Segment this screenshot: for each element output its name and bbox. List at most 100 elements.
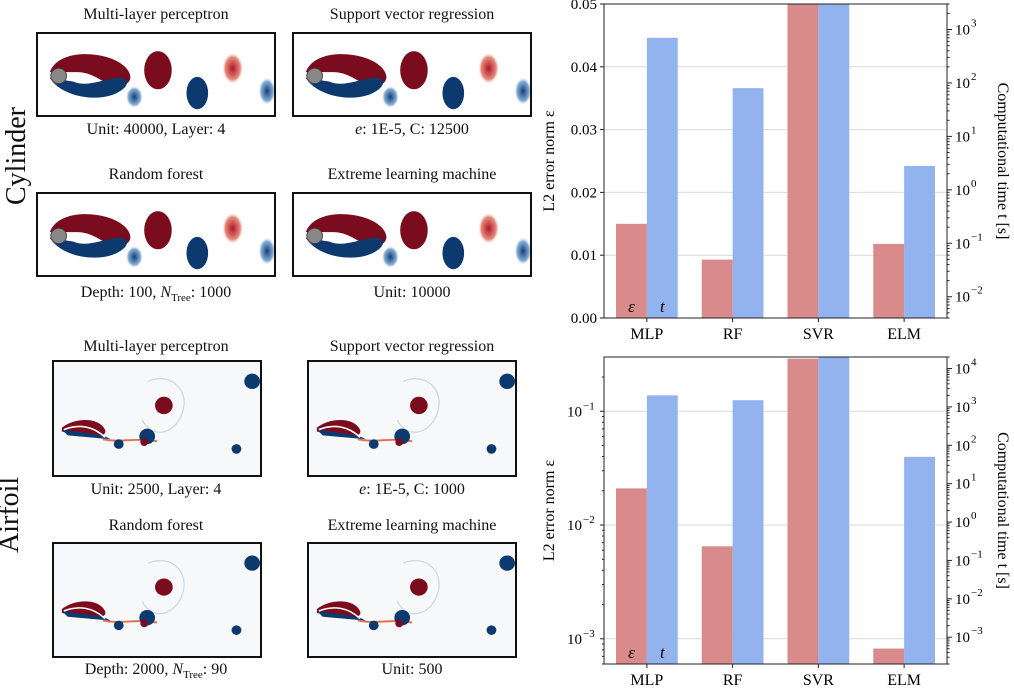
right-tick-label: 10 (955, 129, 970, 145)
vortex-blue (125, 245, 144, 269)
bar-error-mlp (616, 223, 647, 318)
vortex-blue (381, 245, 400, 269)
right-tick-exponent: −1 (971, 231, 983, 243)
right-tick-exponent: 3 (971, 18, 977, 30)
vortex-red (144, 51, 172, 90)
right-tick-exponent: 3 (971, 395, 977, 407)
cyl-elm-caption: Unit: 10000 (373, 284, 451, 301)
vortex-blue (499, 373, 515, 390)
vortex-red (477, 52, 500, 85)
right-tick-exponent: −3 (971, 625, 983, 637)
left-axis-label: L2 error norm ε (541, 110, 558, 212)
right-tick-exponent: 1 (971, 124, 977, 136)
x-tick-label: ELM (887, 672, 921, 689)
vortex-red (155, 578, 173, 596)
airfoil-row-label: Airfoil (0, 476, 25, 553)
air-rf-title: Random forest (108, 517, 204, 534)
cylinder-flow-plot (305, 211, 530, 270)
right-tick-exponent: 0 (971, 510, 977, 522)
left-tick-label: 0.03 (571, 123, 597, 139)
x-tick-label: ELM (887, 326, 921, 343)
vortex-blue (368, 620, 379, 631)
vortex-red (140, 619, 149, 628)
right-tick-label: 10 (955, 553, 970, 569)
wake-blue-lobe (49, 237, 128, 258)
right-tick-exponent: −2 (971, 587, 983, 599)
vortex-blue (186, 76, 209, 110)
vortex-blue (231, 625, 242, 635)
airfoil-blue-edge (316, 611, 366, 621)
bar-error-svr (787, 358, 819, 664)
air-mlp-field (52, 360, 262, 477)
left-axis-label: L2 error norm ε (541, 460, 558, 562)
vortex-red (400, 211, 428, 250)
airfoil-flow-plot (309, 544, 515, 656)
bar-time-elm (904, 456, 935, 664)
right-tick-exponent: 0 (971, 178, 977, 190)
vortex-red (400, 51, 428, 90)
bar-error-rf (701, 259, 733, 318)
airfoil-blue-edge (61, 429, 111, 440)
airfoil-outline (318, 607, 361, 620)
vortex-red (410, 396, 428, 415)
vortex-red (144, 211, 172, 250)
right-tick-label: 10 (955, 515, 970, 531)
x-tick-label: RF (723, 326, 743, 343)
vortex-blue (499, 555, 515, 571)
cylinder-body (50, 67, 68, 85)
cyl-rf-caption: Depth: 100, NTree: 1000 (80, 284, 232, 305)
vortex-red (221, 212, 244, 245)
vortex-blue (486, 625, 497, 635)
right-tick-label: 10 (955, 477, 970, 493)
shear-layer (396, 560, 440, 615)
vortex-blue (244, 373, 260, 390)
right-axis-label: Computational time t [s] (994, 432, 1011, 589)
cylinder-body (306, 227, 324, 245)
wake-red-lobe (305, 54, 387, 87)
airfoil-outline (318, 425, 361, 438)
right-tick-label: 10 (955, 362, 970, 378)
left-tick-label: 10 (567, 404, 582, 420)
bar-time-elm (904, 165, 935, 318)
air-elm-title: Extreme learning machine (327, 517, 497, 534)
vortex-red (221, 52, 244, 85)
air-svr-title: Support vector regression (329, 338, 495, 355)
wake-blue-lobe (49, 77, 128, 98)
cylinder-flow-plot (49, 51, 274, 110)
vortex-blue (368, 439, 379, 449)
cylinder-row-label: Cylinder (1, 107, 32, 205)
left-tick-exponent: −1 (583, 400, 595, 412)
wake-red-lobe (49, 214, 131, 247)
vortex-red (140, 438, 149, 447)
vortex-blue (514, 236, 530, 266)
shear-layer (141, 378, 185, 433)
wake-blue-lobe (305, 237, 384, 258)
vortex-blue (244, 555, 260, 571)
x-tick-label: MLP (630, 326, 663, 343)
bar-error-mlp (616, 488, 647, 664)
bar-error-svr (787, 4, 819, 318)
left-tick-label: 0.01 (571, 248, 597, 264)
vortex-blue (186, 236, 209, 270)
wake-red-lobe (49, 54, 131, 87)
right-tick-label: 10 (955, 183, 970, 199)
cyl-elm-title: Extreme learning machine (327, 166, 497, 183)
cylinder-body (306, 67, 324, 85)
right-tick-label: 10 (955, 592, 970, 608)
vortex-blue (113, 439, 124, 449)
vortex-blue (442, 76, 465, 110)
cyl-svr-field (292, 32, 532, 117)
cyl-mlp-title: Multi-layer perceptron (83, 6, 229, 23)
x-tick-label: SVR (803, 672, 834, 689)
right-tick-label: 10 (955, 76, 970, 92)
right-tick-label: 10 (955, 290, 970, 306)
airfoil-outline (63, 607, 106, 620)
bar-error-elm (873, 243, 905, 318)
cyl-rf-field (36, 192, 276, 277)
error-series-symbol: ε (628, 643, 635, 662)
plot-frame (603, 3, 948, 319)
airfoil-blue-edge (316, 429, 366, 440)
right-tick-exponent: 1 (971, 472, 977, 484)
vortex-red (477, 212, 500, 245)
airfoil-outline (63, 425, 106, 438)
